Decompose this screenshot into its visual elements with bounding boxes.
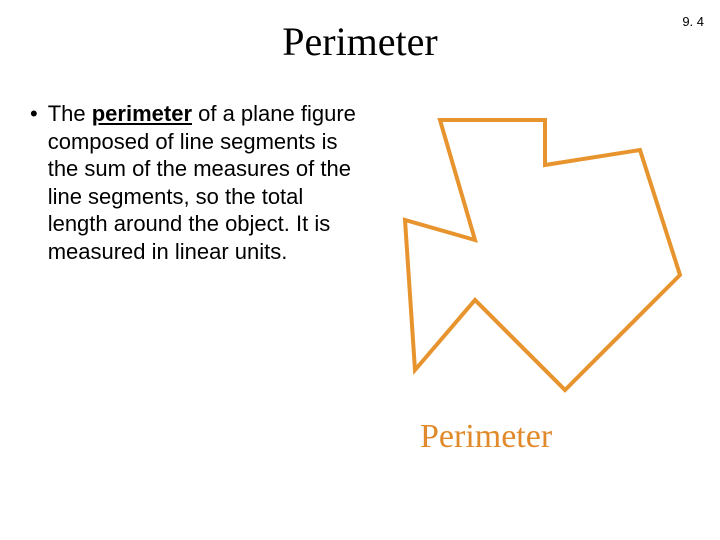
text-before-keyword: The bbox=[48, 101, 92, 126]
perimeter-figure bbox=[380, 100, 700, 460]
bullet-item: • The perimeter of a plane figure compos… bbox=[30, 100, 360, 265]
figure-caption: Perimeter bbox=[420, 418, 552, 456]
keyword-perimeter: perimeter bbox=[92, 101, 192, 126]
bullet-marker: • bbox=[30, 100, 38, 265]
polygon-shape bbox=[405, 120, 680, 390]
page-title: Perimeter bbox=[0, 18, 720, 65]
perimeter-polygon bbox=[380, 100, 700, 420]
body-text: • The perimeter of a plane figure compos… bbox=[30, 100, 360, 265]
bullet-content: The perimeter of a plane figure composed… bbox=[48, 100, 360, 265]
